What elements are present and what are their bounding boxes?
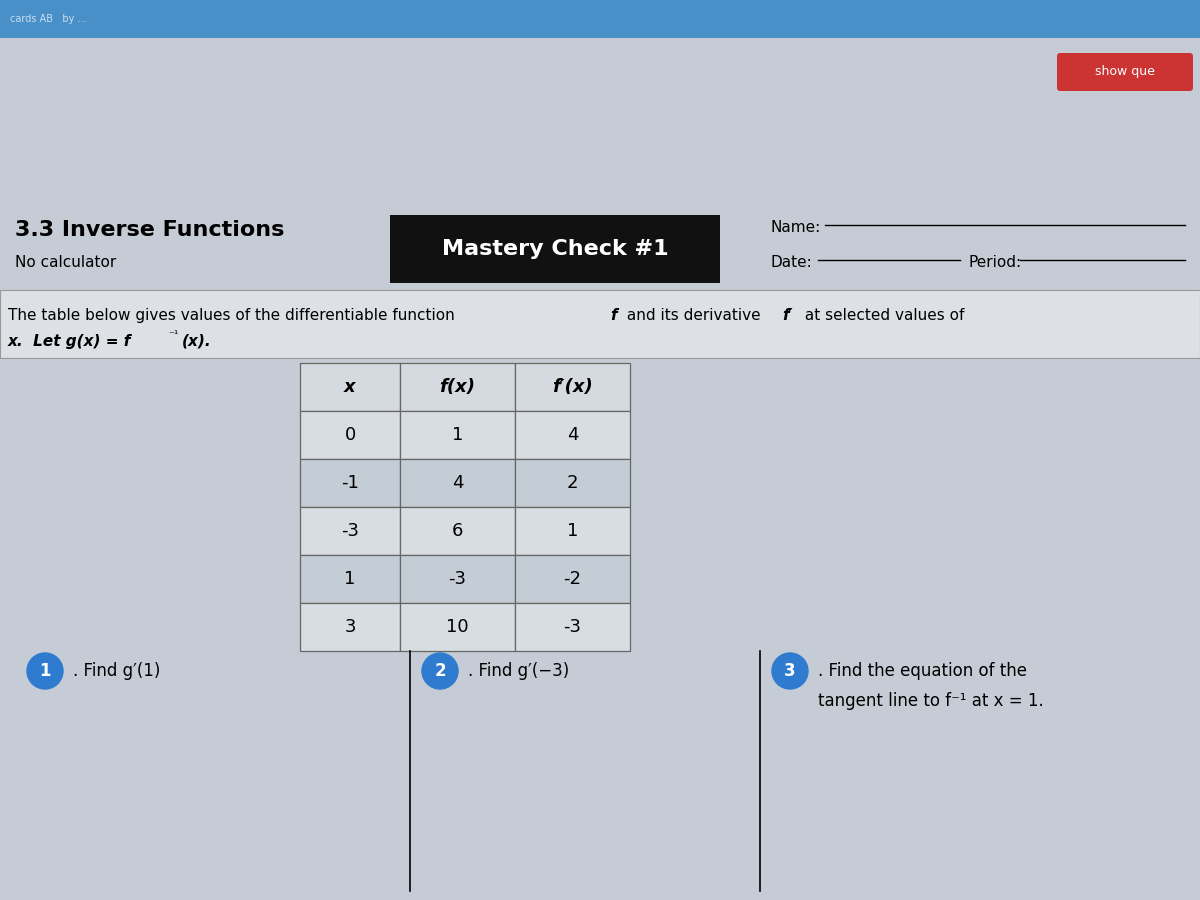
Text: -1: -1 <box>341 474 359 492</box>
Text: 4: 4 <box>566 426 578 444</box>
Bar <box>400 555 515 603</box>
Bar <box>300 555 400 603</box>
Text: f′(x): f′(x) <box>552 378 593 396</box>
Bar <box>300 363 400 411</box>
Text: 4: 4 <box>451 474 463 492</box>
Text: ⁻¹: ⁻¹ <box>168 330 179 340</box>
Bar <box>300 507 400 555</box>
Bar <box>0 290 1200 358</box>
Text: cards AB   by ...: cards AB by ... <box>10 14 86 24</box>
Text: (x).: (x). <box>182 334 211 349</box>
Text: at selected values of: at selected values of <box>800 308 965 323</box>
Bar <box>390 215 720 283</box>
Text: x.  Let g(x) = f: x. Let g(x) = f <box>8 334 131 349</box>
Text: Period:: Period: <box>968 255 1021 270</box>
Circle shape <box>422 653 458 689</box>
Text: The table below gives values of the differentiable function: The table below gives values of the diff… <box>8 308 460 323</box>
Text: show que: show que <box>1096 66 1154 78</box>
Text: f: f <box>610 308 617 323</box>
Bar <box>400 411 515 459</box>
Text: 1: 1 <box>344 570 355 588</box>
Bar <box>400 507 515 555</box>
Text: 2: 2 <box>434 662 446 680</box>
Circle shape <box>28 653 64 689</box>
Text: 6: 6 <box>452 522 463 540</box>
Text: 1: 1 <box>452 426 463 444</box>
Text: Name:: Name: <box>770 220 821 235</box>
Bar <box>515 507 630 555</box>
Text: . Find g′(1): . Find g′(1) <box>73 662 161 680</box>
Bar <box>0 0 1200 38</box>
Text: No calculator: No calculator <box>14 255 116 270</box>
Text: . Find g′(−3): . Find g′(−3) <box>468 662 569 680</box>
Text: 2: 2 <box>566 474 578 492</box>
Text: 3.3 Inverse Functions: 3.3 Inverse Functions <box>14 220 284 240</box>
Bar <box>300 459 400 507</box>
Text: -3: -3 <box>564 618 582 636</box>
Text: Mastery Check #1: Mastery Check #1 <box>442 239 668 259</box>
FancyBboxPatch shape <box>1057 53 1193 91</box>
Bar <box>515 603 630 651</box>
Text: Date:: Date: <box>770 255 811 270</box>
Bar <box>515 555 630 603</box>
Bar <box>400 603 515 651</box>
Circle shape <box>772 653 808 689</box>
Text: x: x <box>344 378 356 396</box>
Text: -3: -3 <box>449 570 467 588</box>
Bar <box>300 411 400 459</box>
Bar <box>300 603 400 651</box>
Text: f′: f′ <box>782 308 793 323</box>
Text: 1: 1 <box>566 522 578 540</box>
Text: 0: 0 <box>344 426 355 444</box>
Text: . Find the equation of the: . Find the equation of the <box>818 662 1027 680</box>
Text: 1: 1 <box>40 662 50 680</box>
Text: f(x): f(x) <box>439 378 475 396</box>
Bar <box>400 363 515 411</box>
Text: and its derivative: and its derivative <box>622 308 766 323</box>
Text: 10: 10 <box>446 618 469 636</box>
Text: -3: -3 <box>341 522 359 540</box>
Bar <box>400 459 515 507</box>
Text: -2: -2 <box>564 570 582 588</box>
Text: 3: 3 <box>784 662 796 680</box>
Text: 3: 3 <box>344 618 355 636</box>
Bar <box>515 363 630 411</box>
Bar <box>515 411 630 459</box>
Bar <box>515 459 630 507</box>
Text: tangent line to f⁻¹ at x = 1.: tangent line to f⁻¹ at x = 1. <box>818 692 1044 710</box>
